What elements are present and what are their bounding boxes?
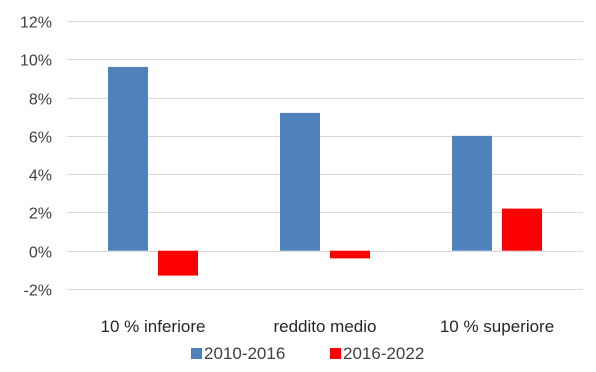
y-tick-label: 10% bbox=[20, 53, 52, 70]
bar-2016-2022-1 bbox=[158, 250, 198, 276]
y-tick-label: 8% bbox=[29, 92, 52, 109]
x-category-label: reddito medio bbox=[273, 317, 376, 336]
bar-2010-2016-3 bbox=[452, 135, 492, 251]
bar-2016-2022-2 bbox=[330, 250, 370, 259]
bar-2010-2016-1 bbox=[108, 66, 148, 251]
x-axis: 10 % inferiore reddito medio 10 % superior… bbox=[101, 317, 555, 336]
legend-label: 2010-2016 bbox=[204, 344, 285, 363]
gridlines bbox=[67, 21, 583, 290]
y-tick-label: 0% bbox=[29, 245, 52, 262]
legend-swatch bbox=[330, 348, 341, 359]
y-tick-label: 12% bbox=[20, 15, 52, 32]
y-tick-label: -2% bbox=[24, 283, 52, 300]
bars bbox=[108, 66, 542, 276]
legend-label: 2016-2022 bbox=[343, 344, 424, 363]
y-axis: -2% 0% 2% 4% 6% 8% 10% 12% bbox=[20, 15, 52, 300]
x-category-label: 10 % superiore bbox=[440, 317, 554, 336]
legend: 2010-2016 2016-2022 bbox=[191, 344, 424, 363]
y-tick-label: 4% bbox=[29, 168, 52, 185]
y-tick-label: 6% bbox=[29, 130, 52, 147]
x-category-label: 10 % inferiore bbox=[101, 317, 206, 336]
bar-2016-2022-3 bbox=[502, 208, 542, 251]
y-tick-label: 2% bbox=[29, 206, 52, 223]
legend-swatch bbox=[191, 348, 202, 359]
bar-2010-2016-2 bbox=[280, 112, 320, 251]
